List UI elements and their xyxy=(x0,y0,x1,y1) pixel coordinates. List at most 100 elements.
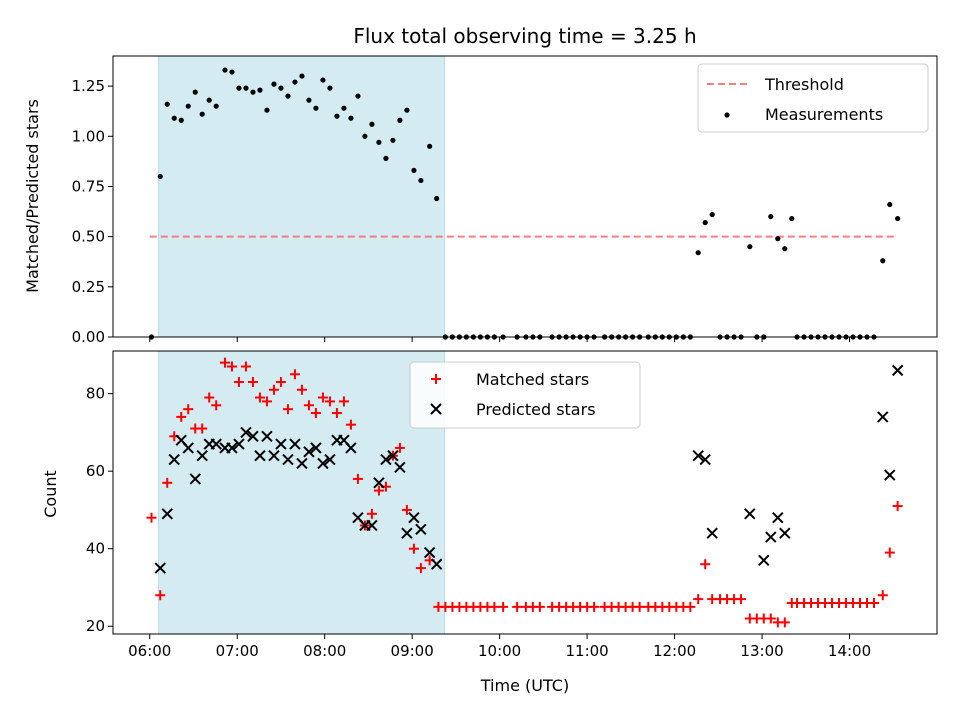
data-point xyxy=(240,361,251,372)
data-point xyxy=(534,601,545,612)
data-point xyxy=(376,139,382,145)
data-point xyxy=(289,369,300,380)
data-point xyxy=(775,236,781,242)
data-point xyxy=(282,453,294,466)
data-point xyxy=(229,69,235,75)
data-point xyxy=(779,527,791,539)
data-point xyxy=(789,215,795,222)
legend-frame xyxy=(697,63,929,133)
y-tick-label: 1.00 xyxy=(72,127,105,145)
data-point xyxy=(877,411,889,423)
legend-measurements-label: Measurements xyxy=(765,105,883,124)
data-point xyxy=(418,177,424,184)
data-point xyxy=(404,107,410,113)
data-point xyxy=(891,364,904,377)
data-point xyxy=(887,201,893,208)
data-point xyxy=(427,143,433,149)
data-point xyxy=(765,531,777,543)
data-point xyxy=(317,457,329,470)
y-tick-label: 60 xyxy=(86,462,105,480)
series-matched-stars xyxy=(146,357,903,628)
data-point xyxy=(758,554,770,567)
data-point xyxy=(168,453,180,466)
data-point xyxy=(271,81,277,87)
y-tick-label: 0.50 xyxy=(72,228,105,246)
y-tick-label: 1.25 xyxy=(72,77,105,95)
data-point xyxy=(892,501,903,512)
data-point xyxy=(408,543,419,554)
data-point xyxy=(366,519,378,532)
data-point xyxy=(254,392,265,403)
data-point xyxy=(765,613,776,624)
data-point xyxy=(880,258,886,264)
data-point xyxy=(154,562,166,574)
y-tick-label: 40 xyxy=(86,540,105,558)
data-point xyxy=(222,67,228,73)
data-point xyxy=(341,105,347,111)
data-point xyxy=(317,392,328,403)
data-point xyxy=(779,617,790,628)
data-point xyxy=(338,396,349,407)
data-point xyxy=(310,408,321,419)
y-tick-label: 80 xyxy=(86,385,105,403)
data-point xyxy=(296,457,308,470)
data-point xyxy=(146,512,157,523)
data-point xyxy=(210,438,222,450)
data-point xyxy=(226,442,238,454)
data-point xyxy=(197,423,208,434)
data-point xyxy=(240,426,252,439)
data-point xyxy=(693,594,704,605)
data-point xyxy=(348,115,354,121)
data-point xyxy=(415,563,426,574)
data-point xyxy=(185,103,191,109)
data-point xyxy=(261,396,272,407)
data-point xyxy=(192,89,198,95)
data-point xyxy=(176,411,187,422)
data-point xyxy=(292,79,298,85)
data-point xyxy=(233,438,245,450)
top-panel: 0.00 0.25 0.50 0.75 1.00 1.25 Threshold Measure… xyxy=(72,55,938,346)
data-point xyxy=(394,461,406,474)
data-point xyxy=(768,213,774,220)
data-point xyxy=(706,527,718,539)
data-point xyxy=(390,137,396,143)
data-point xyxy=(226,361,237,372)
data-point xyxy=(362,133,368,139)
data-point xyxy=(278,85,284,91)
data-point xyxy=(213,103,219,109)
data-point xyxy=(884,469,896,481)
data-point xyxy=(700,559,711,570)
data-point xyxy=(261,430,273,442)
x-tick-label: 13:00 xyxy=(740,642,783,660)
data-point xyxy=(334,113,340,119)
x-tick-label: 12:00 xyxy=(653,642,696,660)
data-point xyxy=(634,601,645,612)
data-point xyxy=(430,558,443,570)
x-tick-label: 10:00 xyxy=(478,642,521,660)
data-point xyxy=(254,449,266,462)
data-point xyxy=(247,430,259,442)
data-point xyxy=(512,601,523,612)
data-point xyxy=(498,601,509,612)
top-y-axis-label: Matched/Predicted stars xyxy=(23,99,42,293)
data-point xyxy=(747,244,753,250)
data-point xyxy=(178,117,184,123)
x-tick-label: 09:00 xyxy=(391,642,434,660)
data-point xyxy=(434,195,440,202)
data-point xyxy=(685,601,696,612)
data-point xyxy=(345,419,356,430)
legend-measurements-swatch xyxy=(724,112,730,118)
data-point xyxy=(282,404,293,415)
data-point xyxy=(204,392,215,403)
data-point xyxy=(162,477,173,488)
data-point xyxy=(303,400,314,411)
data-point xyxy=(423,546,436,559)
data-point xyxy=(709,211,715,218)
data-point xyxy=(289,438,301,450)
data-point xyxy=(268,384,279,395)
series-predicted-stars xyxy=(154,364,904,574)
data-point xyxy=(884,547,895,558)
data-point xyxy=(744,508,756,520)
data-point xyxy=(257,87,263,93)
data-point xyxy=(415,523,427,536)
